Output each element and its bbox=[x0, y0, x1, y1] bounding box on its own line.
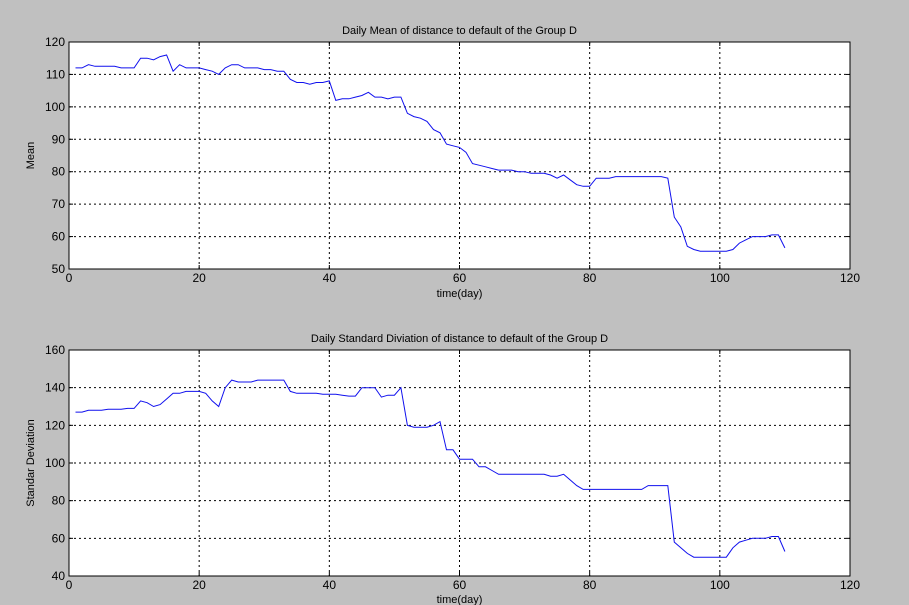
mean-x-tick-label: 20 bbox=[192, 271, 206, 285]
mean-series-line bbox=[75, 54, 786, 252]
mean-y-tick-label: 120 bbox=[45, 35, 65, 49]
std-x-tick-label: 20 bbox=[192, 578, 206, 592]
mean-x-tick-label: 40 bbox=[323, 271, 337, 285]
mean-x-axis-label: time(day) bbox=[437, 288, 483, 300]
mean-y-tick-label: 90 bbox=[52, 132, 66, 146]
std-x-axis-label: time(day) bbox=[437, 594, 483, 605]
mean-y-tick-label: 50 bbox=[52, 262, 66, 276]
std-y-tick-label: 40 bbox=[52, 569, 66, 583]
mean-plot-area bbox=[69, 42, 850, 269]
mean-x-tick-label: 120 bbox=[840, 271, 860, 285]
chart-mean: 0 20 40 60 80 100 120 50 60 70 80 90 100 110 120 Daily… bbox=[25, 25, 860, 300]
mean-x-tick-label: 80 bbox=[583, 271, 597, 285]
std-x-tick-label: 60 bbox=[453, 578, 467, 592]
std-x-tick-label: 0 bbox=[66, 578, 73, 592]
mean-chart-title: Daily Mean of distance to default of the… bbox=[342, 25, 577, 37]
std-y-tick-label: 120 bbox=[45, 418, 65, 432]
std-grid bbox=[69, 350, 850, 576]
std-plot-frame bbox=[68, 349, 851, 577]
std-y-axis-label: Standar Deviation bbox=[25, 419, 37, 506]
mean-x-tick-label: 100 bbox=[710, 271, 730, 285]
mean-y-axis-label: Mean bbox=[25, 142, 37, 170]
std-x-tick-label: 120 bbox=[840, 578, 860, 592]
mean-y-tick-label: 70 bbox=[52, 197, 66, 211]
std-series-line bbox=[75, 379, 786, 558]
std-ticks: 0 20 40 60 80 100 120 40 60 80 100 120 140 160 bbox=[45, 343, 860, 592]
std-x-tick-label: 40 bbox=[323, 578, 337, 592]
mean-x-tick-label: 60 bbox=[453, 271, 467, 285]
std-chart-title: Daily Standard Diviation of distance to … bbox=[311, 333, 608, 345]
std-y-tick-label: 140 bbox=[45, 381, 65, 395]
mean-plot-frame bbox=[68, 41, 851, 270]
std-x-tick-label: 80 bbox=[583, 578, 597, 592]
mean-y-tick-label: 80 bbox=[52, 165, 66, 179]
std-y-tick-label: 80 bbox=[52, 494, 66, 508]
mean-y-tick-label: 60 bbox=[52, 230, 66, 244]
std-y-tick-label: 100 bbox=[45, 456, 65, 470]
std-y-tick-label: 60 bbox=[52, 531, 66, 545]
mean-grid bbox=[69, 42, 850, 269]
std-x-tick-label: 100 bbox=[710, 578, 730, 592]
mean-x-tick-label: 0 bbox=[66, 271, 73, 285]
mean-y-tick-label: 100 bbox=[45, 100, 65, 114]
chart-std-deviation: 0 20 40 60 80 100 120 40 60 80 100 120 140 160 Daily … bbox=[25, 333, 860, 605]
std-y-tick-label: 160 bbox=[45, 343, 65, 357]
mean-y-tick-label: 110 bbox=[46, 67, 65, 81]
mean-ticks: 0 20 40 60 80 100 120 50 60 70 80 90 100 110 120 bbox=[45, 35, 860, 285]
